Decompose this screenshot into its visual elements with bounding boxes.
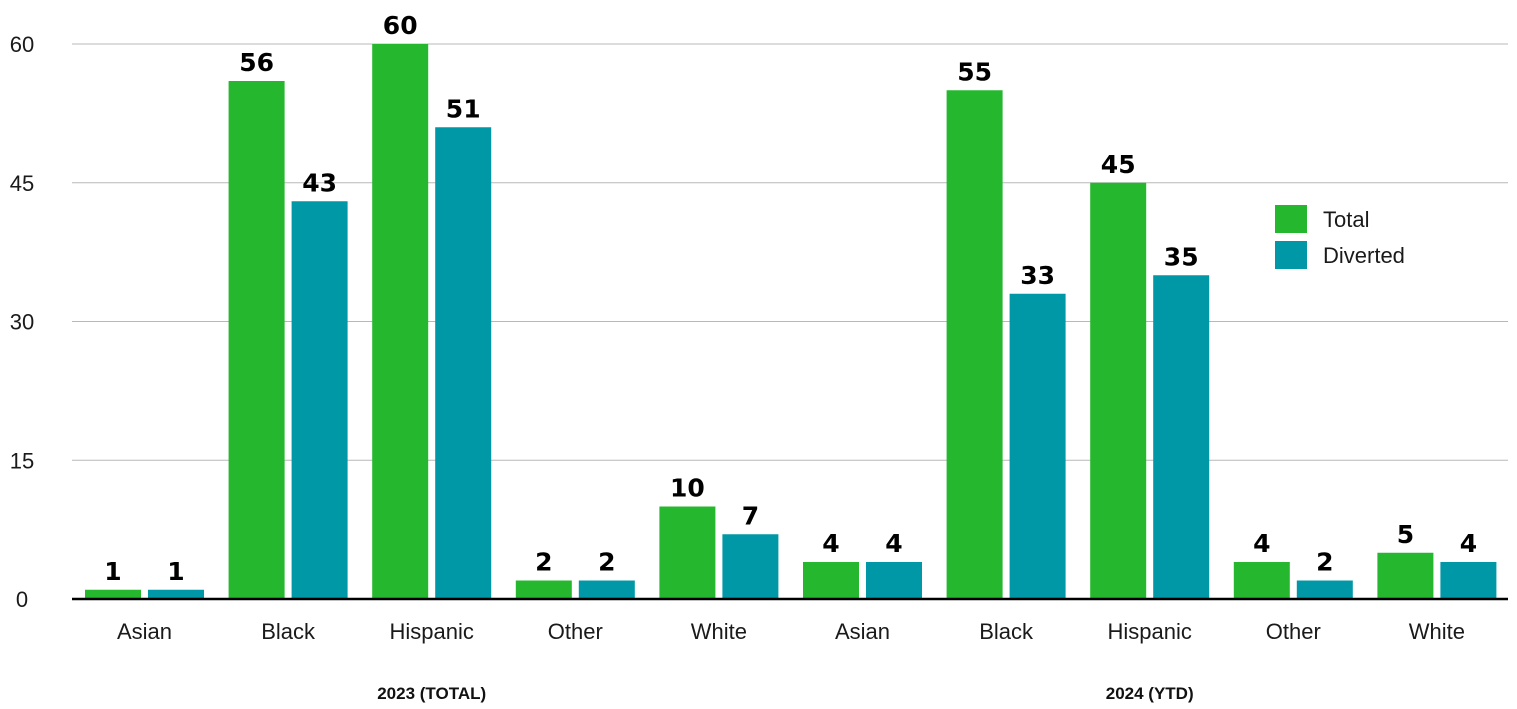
bar-diverted (722, 534, 779, 599)
bars (85, 44, 1497, 599)
bar-total (372, 44, 429, 599)
x-tick-label: Other (548, 619, 603, 644)
data-label-diverted: 2 (1316, 548, 1333, 577)
bar-diverted (578, 580, 635, 599)
data-label-diverted: 35 (1164, 242, 1199, 271)
legend: Total Diverted (1275, 205, 1405, 269)
bar-total (85, 589, 141, 599)
bar-diverted (291, 201, 348, 599)
data-label-diverted: 1 (167, 557, 184, 586)
group-label: 2024 (YTD) (1106, 684, 1194, 703)
y-tick-label: 60 (10, 32, 34, 57)
data-label-total: 4 (822, 529, 839, 558)
legend-swatch-total (1275, 205, 1307, 233)
data-label-diverted: 2 (598, 548, 615, 577)
bar-total (228, 81, 285, 599)
bar-diverted (1009, 293, 1066, 599)
x-tick-label: Hispanic (390, 619, 474, 644)
y-tick-label: 30 (10, 310, 34, 335)
data-label-total: 5 (1397, 520, 1414, 549)
data-label-diverted: 43 (302, 168, 337, 197)
x-tick-label: Black (261, 619, 316, 644)
data-label-total: 60 (383, 11, 418, 40)
bar-total (659, 506, 716, 599)
y-tick-label: 0 (16, 587, 28, 612)
data-label-total: 45 (1101, 150, 1136, 179)
bar-diverted (1153, 275, 1210, 599)
x-tick-label: Black (979, 619, 1034, 644)
bar-diverted (1440, 562, 1497, 599)
y-tick-label: 15 (10, 448, 34, 473)
x-tick-label: Asian (117, 619, 172, 644)
x-tick-label: Asian (835, 619, 890, 644)
legend-label-diverted: Diverted (1323, 243, 1405, 268)
legend-swatch-diverted (1275, 241, 1307, 269)
bar-total (803, 562, 859, 599)
group-label: 2023 (TOTAL) (377, 684, 486, 703)
data-label-total: 2 (535, 548, 552, 577)
bar-diverted (1296, 580, 1353, 599)
bar-total (515, 580, 572, 599)
bar-diverted (148, 589, 204, 599)
x-tick-label: Other (1266, 619, 1321, 644)
x-tick-label: Hispanic (1108, 619, 1192, 644)
bar-total (1090, 182, 1147, 599)
data-label-diverted: 7 (742, 501, 759, 530)
data-label-diverted: 33 (1020, 261, 1055, 290)
data-label-diverted: 51 (446, 94, 481, 123)
bar-total (1233, 562, 1290, 599)
data-label-diverted: 4 (1460, 529, 1477, 558)
data-label-total: 10 (670, 474, 705, 503)
data-label-total: 4 (1253, 529, 1270, 558)
x-tick-label: White (1409, 619, 1465, 644)
data-label-total: 1 (104, 557, 121, 586)
legend-label-total: Total (1323, 207, 1369, 232)
y-tick-label: 45 (10, 171, 34, 196)
bar-diverted (866, 562, 922, 599)
data-label-total: 55 (957, 57, 992, 86)
data-label-diverted: 4 (885, 529, 902, 558)
bar-diverted (435, 127, 492, 599)
bar-total (946, 90, 1003, 599)
x-tick-label: White (691, 619, 747, 644)
data-label-total: 56 (239, 48, 274, 77)
bar-total (1377, 552, 1434, 599)
